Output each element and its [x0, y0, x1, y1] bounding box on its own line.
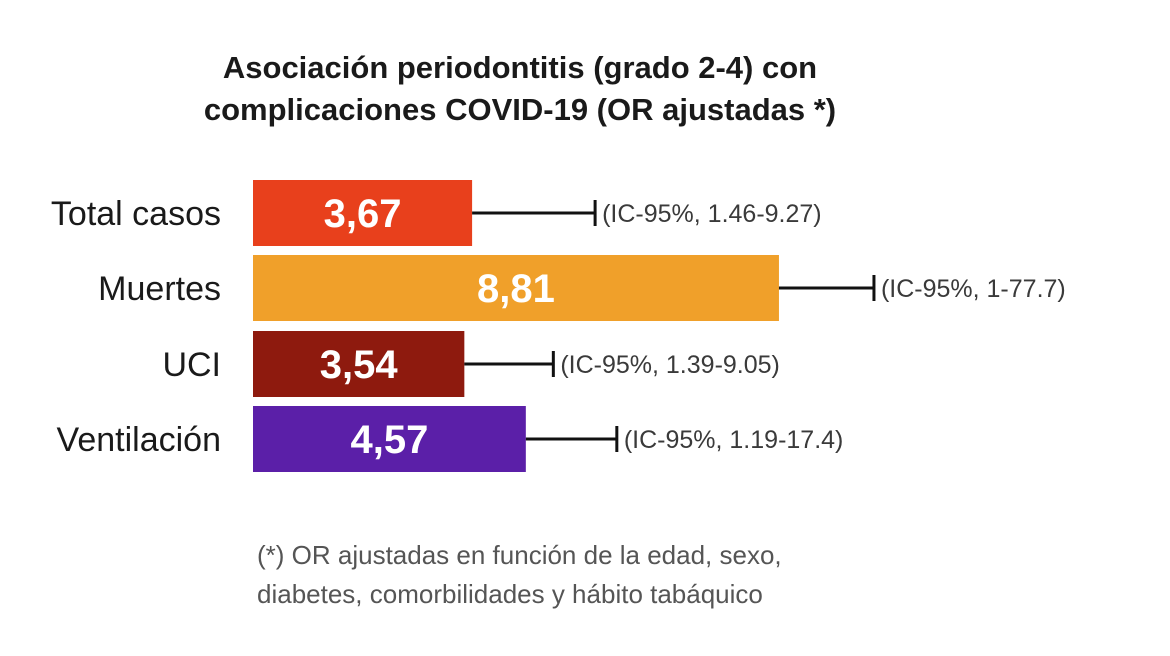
- bar-row: Total casos 3,67 (IC-95%, 1.46-9.27): [51, 180, 822, 246]
- bar-value-label: 4,57: [350, 418, 428, 462]
- ci-label: (IC-95%, 1.19-17.4): [624, 426, 844, 454]
- footnote: (*) OR ajustadas en función de la edad, …: [257, 540, 782, 609]
- category-label: UCI: [162, 346, 221, 384]
- bar-value-label: 3,54: [320, 343, 399, 387]
- bar-row: Ventilación 4,57 (IC-95%, 1.19-17.4): [57, 406, 844, 472]
- footnote-line-1: (*) OR ajustadas en función de la edad, …: [257, 540, 782, 570]
- ci-label: (IC-95%, 1.46-9.27): [602, 200, 822, 228]
- bar-value-label: 3,67: [324, 192, 402, 236]
- chart-title: Asociación periodontitis (grado 2-4) con…: [204, 50, 836, 127]
- bar: [253, 180, 473, 246]
- footnote-line-2: diabetes, comorbilidades y hábito tabáqu…: [257, 579, 763, 609]
- bar: [253, 255, 779, 321]
- bar-row: Muertes 8,81 (IC-95%, 1-77.7): [98, 255, 1066, 321]
- chart-title-line-2: complicaciones COVID-19 (OR ajustadas *): [204, 92, 836, 127]
- category-label: Ventilación: [57, 421, 221, 459]
- category-label: Muertes: [98, 270, 221, 308]
- ci-label: (IC-95%, 1-77.7): [881, 275, 1066, 303]
- chart-title-line-1: Asociación periodontitis (grado 2-4) con: [223, 50, 817, 85]
- bar: [253, 331, 465, 397]
- category-label: Total casos: [51, 195, 221, 233]
- ci-label: (IC-95%, 1.39-9.05): [560, 351, 780, 379]
- bar-row: UCI 3,54 (IC-95%, 1.39-9.05): [162, 331, 780, 397]
- bars-layer: Total casos 3,67 (IC-95%, 1.46-9.27) Muerte…: [51, 180, 1066, 472]
- bar: [253, 406, 526, 472]
- bar-value-label: 8,81: [477, 267, 555, 311]
